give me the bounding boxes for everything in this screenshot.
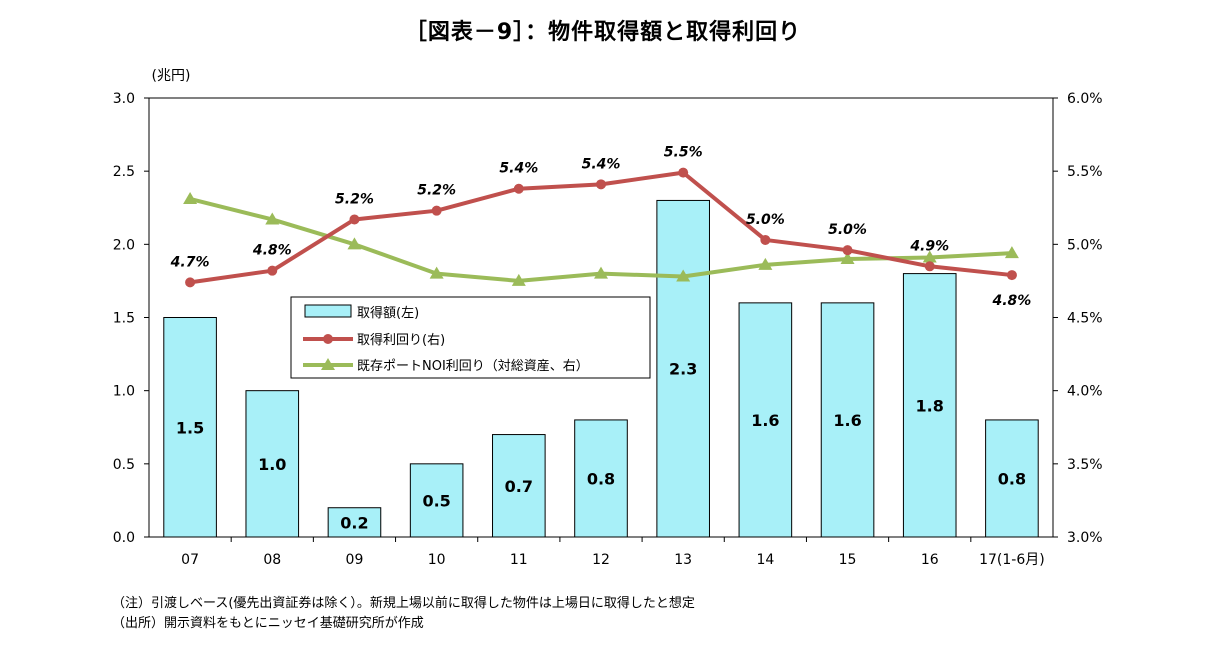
bar-data-label: 0.8 (998, 469, 1026, 488)
x-axis: 07 08 09 10 11 12 13 14 15 16 17(1-6月) (181, 537, 1045, 568)
x-tick-label: 12 (592, 552, 610, 568)
bar-data-label: 1.5 (176, 418, 204, 437)
left-tick-label: 1.5 (113, 311, 135, 327)
bar (820, 302, 875, 538)
legend-label: 既存ポートNOI利回り（対総資産、右） (357, 358, 589, 374)
line-point (758, 257, 773, 270)
left-tick-label: 0.0 (113, 530, 135, 546)
line-point (183, 191, 198, 204)
bar-data-label: 1.6 (833, 411, 861, 430)
bar (656, 199, 710, 538)
bar-data-label: 1.8 (916, 396, 944, 415)
bar (738, 302, 793, 538)
yield-data-label: 5.0% (746, 212, 785, 228)
left-tick-label: 1.0 (113, 384, 135, 400)
line-point (676, 269, 691, 282)
line-point (431, 205, 442, 216)
line-data-labels: 4.7% 4.8% 5.2% 5.2% 5.4% 5.4% 5.5% 5.0% 5.0% 4.9%… (170, 145, 1032, 309)
yield-data-label: 5.5% (664, 145, 703, 161)
bar (902, 273, 957, 538)
line-point (760, 234, 771, 245)
line-point (349, 214, 360, 225)
bar-data-label: 1.6 (751, 411, 779, 430)
line-point (267, 265, 278, 276)
bar (245, 390, 300, 538)
x-tick-label: 07 (181, 552, 199, 568)
line-point (678, 167, 689, 178)
x-tick-label: 13 (674, 552, 692, 568)
legend-swatch-bar (304, 304, 352, 318)
left-tick-label: 3.0 (113, 91, 135, 107)
legend: 取得額(左) 取得利回り(右) 既存ポートNOI利回り（対総資産、右） (290, 296, 651, 379)
x-tick-label: 09 (346, 552, 364, 568)
bar-data-label: 0.8 (587, 469, 615, 488)
bar-series (163, 199, 1039, 538)
line-point (511, 273, 526, 286)
line-point (840, 251, 855, 264)
x-tick-label: 14 (756, 552, 774, 568)
line-point (429, 266, 444, 279)
left-tick-label: 2.5 (113, 164, 135, 180)
yield-data-label: 5.0% (828, 222, 867, 238)
line-point (594, 266, 608, 279)
left-axis-unit: (兆円) (152, 68, 191, 84)
x-tick-label: 11 (510, 552, 528, 568)
bar (163, 317, 217, 538)
bar-data-label: 1.0 (258, 455, 286, 474)
line-point (924, 261, 935, 272)
left-axis: 0.0 0.5 1.0 1.5 2.0 2.5 3.0 (兆円) (113, 68, 191, 546)
right-tick-label: 4.5% (1067, 311, 1103, 327)
yield-data-label: 5.4% (499, 161, 538, 177)
bar-data-label: 0.5 (422, 491, 450, 510)
bar-data-label: 0.7 (505, 477, 533, 496)
footnote: （注）引渡しベース(優先出資証券は除く）。新規上場以前に取得した物件は上場日に取… (112, 596, 695, 611)
left-tick-label: 0.5 (113, 457, 135, 473)
right-tick-label: 3.5% (1067, 457, 1103, 473)
legend-label: 取得額(左) (357, 305, 419, 321)
legend-marker (323, 334, 333, 344)
right-tick-label: 5.5% (1067, 164, 1103, 180)
line-point (185, 277, 196, 288)
x-tick-label: 16 (921, 552, 939, 568)
line-point (842, 245, 853, 256)
bar-data-label: 0.2 (340, 513, 368, 532)
right-axis: 3.0% 3.5% 4.0% 4.5% 5.0% 5.5% 6.0% (1053, 91, 1103, 546)
x-tick-label: 08 (263, 552, 281, 568)
right-tick-label: 4.0% (1067, 384, 1103, 400)
yield-data-label: 4.8% (252, 243, 292, 259)
bar-labels: 1.5 1.0 0.2 0.5 0.7 0.8 2.3 1.6 1.6 1.8 0.8 (176, 360, 1026, 533)
yield-data-label: 5.2% (335, 191, 374, 207)
yield-data-label: 5.4% (582, 156, 621, 172)
yield-data-label: 4.7% (170, 254, 210, 270)
line-point (265, 212, 280, 225)
line-point (347, 237, 362, 250)
x-tick-label: 10 (428, 552, 446, 568)
line-point (1006, 270, 1017, 281)
x-tick-label: 17(1-6月) (979, 552, 1045, 568)
line-point (922, 250, 937, 263)
chart-title: ［図表－9］：物件取得額と取得利回り (404, 20, 802, 45)
right-tick-label: 6.0% (1067, 91, 1103, 107)
right-tick-label: 3.0% (1067, 530, 1103, 546)
bar-data-label: 2.3 (669, 360, 697, 379)
bar (327, 507, 382, 538)
line-point (513, 183, 524, 194)
x-tick-label: 15 (839, 552, 857, 568)
line-point (596, 179, 606, 190)
legend-label: 取得利回り(右) (357, 332, 445, 348)
line-series (183, 167, 1019, 288)
yield-data-label: 4.9% (909, 238, 949, 254)
yield-data-label: 4.8% (991, 293, 1031, 309)
line-point (1004, 246, 1019, 259)
left-tick-label: 2.0 (113, 237, 135, 253)
right-tick-label: 5.0% (1067, 237, 1103, 253)
source-note: （出所）開示資料をもとにニッセイ基礎研究所が作成 (112, 616, 424, 631)
yield-data-label: 5.2% (417, 183, 456, 199)
legend-marker (321, 358, 335, 370)
